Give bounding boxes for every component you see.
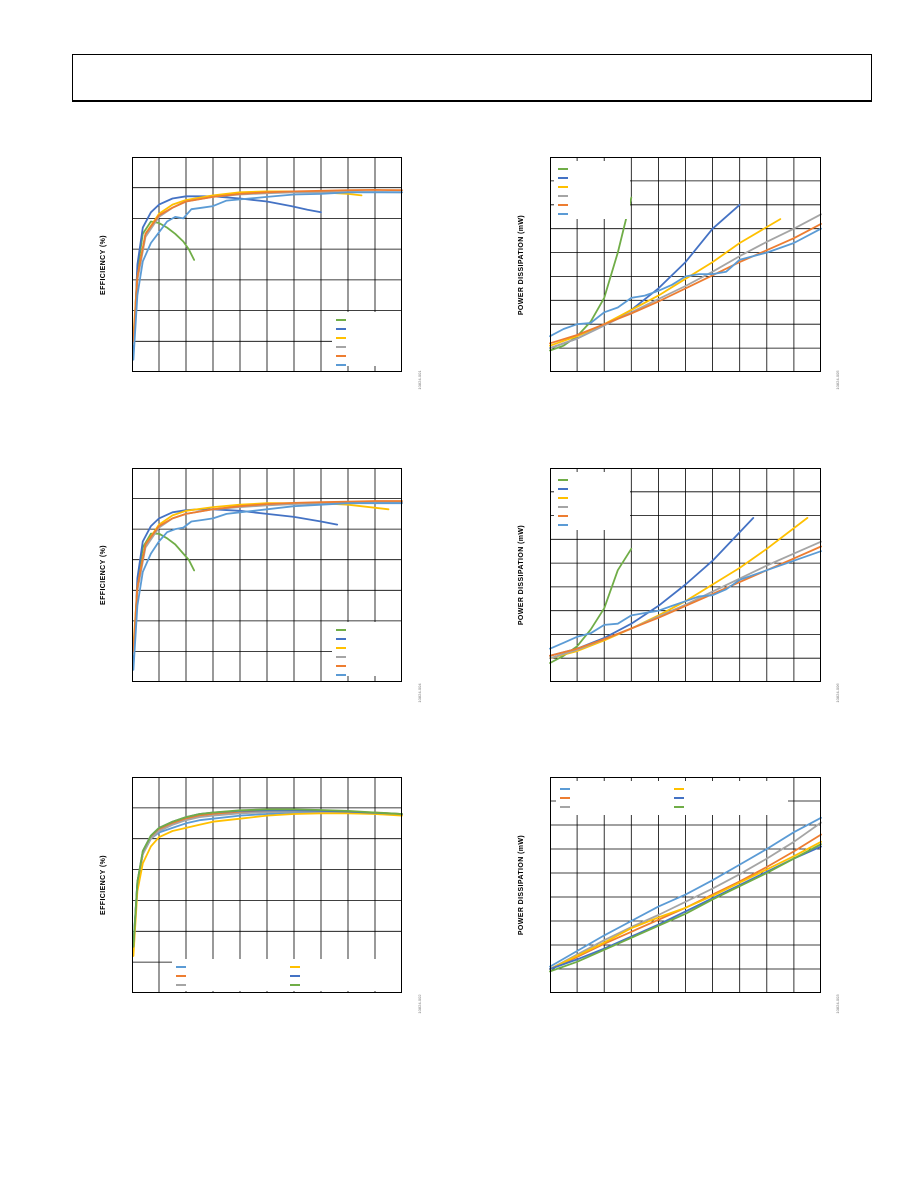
series-group	[549, 816, 822, 973]
series-line-6	[132, 191, 403, 361]
legend-background	[554, 472, 630, 530]
figure-code: 10824-004	[417, 683, 422, 703]
y-axis-label: POWER DISSIPATION (mW)	[518, 524, 525, 626]
plot-frame	[550, 777, 821, 993]
series-line-1	[549, 547, 633, 664]
series-line-2	[132, 508, 339, 665]
figure-code: 10824-005	[835, 370, 840, 390]
series-line-5	[132, 189, 403, 343]
series-line-2	[132, 195, 322, 355]
legend	[554, 472, 630, 530]
series-line-6	[549, 227, 822, 338]
series-line-1	[132, 220, 195, 349]
series-line-6	[549, 550, 822, 650]
series-line-5	[549, 223, 822, 345]
series-line-4	[549, 213, 822, 350]
chart-plot	[132, 157, 403, 372]
series-group	[132, 500, 403, 671]
series-group	[132, 808, 403, 957]
series-group	[132, 189, 403, 361]
y-axis-label: EFFICIENCY (%)	[100, 234, 107, 295]
grid	[550, 468, 821, 682]
chart-plot	[549, 157, 822, 372]
series-line-1	[549, 816, 822, 968]
chart-plot	[132, 777, 404, 993]
legend	[172, 959, 404, 991]
series-line-3	[132, 190, 363, 337]
series-line-5	[132, 500, 403, 653]
y-axis-label: EFFICIENCY (%)	[100, 545, 107, 605]
y-axis-label: POWER DISSIPATION (mW)	[518, 214, 525, 315]
page-header	[72, 54, 872, 102]
chart-plot	[132, 468, 403, 682]
plot-frame	[550, 157, 821, 372]
figure-code: 10824-002	[417, 994, 422, 1014]
legend	[556, 781, 788, 815]
chart-plot	[549, 468, 822, 682]
figure-code: 10824-001	[417, 370, 422, 390]
series-line-2	[132, 810, 403, 951]
plot-frame	[550, 468, 821, 682]
series-line-3	[132, 810, 403, 948]
series-line-1	[549, 196, 633, 352]
series-line-4	[549, 840, 822, 970]
plot-frame	[132, 468, 402, 682]
figure-code: 10824-006	[835, 683, 840, 703]
chart-plot	[549, 777, 822, 993]
legend	[554, 161, 630, 219]
y-axis-label: EFFICIENCY (%)	[100, 855, 107, 915]
series-group	[549, 196, 822, 352]
legend-background	[554, 161, 630, 219]
series-line-6	[132, 808, 403, 948]
series-line-6	[132, 502, 403, 671]
plot-frame	[132, 777, 402, 993]
figure-code: 10824-003	[835, 994, 840, 1014]
series-line-1	[132, 532, 195, 662]
legend-background	[172, 959, 404, 991]
series-line-6	[549, 843, 822, 973]
series-line-1	[132, 811, 403, 945]
plot-frame	[132, 157, 402, 372]
y-axis-label: POWER DISSIPATION (mW)	[518, 834, 525, 936]
legend	[332, 622, 402, 676]
legend-background	[556, 781, 788, 815]
series-line-4	[132, 812, 403, 957]
legend	[332, 312, 402, 366]
series-line-3	[549, 821, 822, 970]
series-line-3	[549, 517, 809, 660]
series-group	[549, 517, 822, 664]
